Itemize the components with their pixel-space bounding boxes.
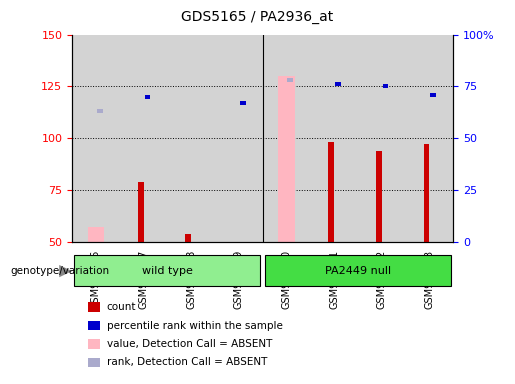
Bar (265, 255, 451, 286)
Bar (383, 84, 388, 88)
Text: percentile rank within the sample: percentile rank within the sample (107, 321, 283, 331)
Text: count: count (107, 302, 136, 312)
Bar (97, 109, 102, 113)
Bar (335, 82, 341, 86)
Bar (287, 78, 293, 82)
Text: genotype/variation: genotype/variation (10, 266, 109, 276)
Text: value, Detection Call = ABSENT: value, Detection Call = ABSENT (107, 339, 272, 349)
Text: GDS5165 / PA2936_at: GDS5165 / PA2936_at (181, 10, 334, 23)
Bar (240, 101, 246, 105)
Bar (329, 142, 334, 242)
Bar (145, 95, 150, 99)
Bar (185, 233, 191, 242)
Bar (75, 255, 260, 286)
Text: wild type: wild type (142, 266, 193, 276)
Bar (431, 93, 436, 97)
Bar (376, 151, 382, 242)
Bar (424, 144, 430, 242)
Text: PA2449 null: PA2449 null (325, 266, 391, 276)
Bar (88, 227, 104, 242)
Text: rank, Detection Call = ABSENT: rank, Detection Call = ABSENT (107, 358, 267, 367)
Bar (278, 76, 295, 242)
Bar (138, 182, 144, 242)
Polygon shape (59, 265, 72, 277)
